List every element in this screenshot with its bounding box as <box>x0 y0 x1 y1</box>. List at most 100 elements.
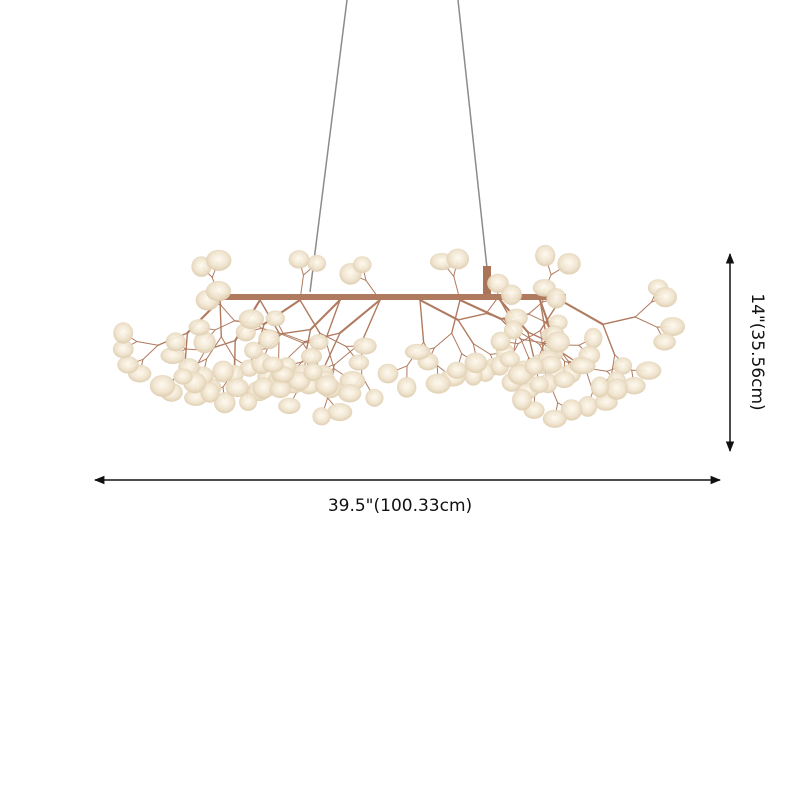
leaf-light <box>660 317 686 337</box>
leaf-light <box>309 334 329 351</box>
branch <box>281 328 312 335</box>
leaf-light <box>524 357 544 376</box>
branch <box>309 298 342 331</box>
branch <box>634 301 653 318</box>
height-dimension-label: 14"(35.56cm) <box>747 293 767 411</box>
leaf-light <box>487 273 509 293</box>
leaf-light <box>303 363 323 382</box>
leaf-light <box>512 388 532 411</box>
leaf-light <box>212 360 234 383</box>
leaf-light <box>606 378 628 400</box>
leaf-light <box>365 388 384 407</box>
branch <box>220 304 236 322</box>
branch <box>324 299 341 341</box>
leaf-light <box>117 356 139 374</box>
leaf-light <box>560 399 583 421</box>
branch <box>451 332 463 355</box>
branch <box>485 297 499 315</box>
leaf-light <box>546 288 567 309</box>
leaf-light <box>165 332 186 352</box>
branch <box>457 312 487 321</box>
leaf-light <box>338 384 362 403</box>
leaf-light <box>653 286 678 308</box>
leaf-light <box>112 340 134 359</box>
branch <box>472 343 491 355</box>
leaf-light <box>262 356 284 373</box>
leaf-light <box>348 354 370 371</box>
branch <box>458 298 502 320</box>
leaf-light <box>569 357 596 375</box>
leaf-light <box>490 331 511 352</box>
branch <box>433 332 453 349</box>
leaf-light <box>252 377 275 399</box>
canopy-connector <box>483 266 491 296</box>
leaf-light <box>353 337 377 355</box>
leaf-light <box>529 376 549 394</box>
leaf-light <box>160 347 186 364</box>
leaf-light <box>404 343 431 360</box>
leaf-light <box>269 380 292 399</box>
leaf-light <box>546 331 570 353</box>
branch <box>517 329 542 345</box>
branch <box>214 320 236 331</box>
branch <box>419 299 425 343</box>
leaf-light <box>307 254 327 272</box>
leaf-light <box>464 352 488 374</box>
leaf-light <box>622 376 646 395</box>
branch <box>322 332 341 370</box>
leaf-light <box>613 357 633 375</box>
branch <box>287 341 306 359</box>
leaf-light <box>239 392 258 411</box>
leaf-light <box>535 244 556 267</box>
branch <box>527 331 535 359</box>
leaf-light <box>397 376 417 398</box>
leaf-light <box>501 284 522 305</box>
branch <box>457 319 474 345</box>
leaf-light <box>244 341 263 360</box>
leaf-light <box>352 256 372 274</box>
branch <box>360 299 381 343</box>
leaf-light <box>193 331 216 354</box>
leaf-light <box>557 252 581 275</box>
leaf-light <box>653 333 676 351</box>
leaf-light <box>278 397 301 414</box>
leaf-light <box>188 319 211 336</box>
leaf-light <box>584 327 603 349</box>
suspension-wires <box>309 0 488 293</box>
leaf-light <box>238 309 265 329</box>
leaf-light <box>578 395 598 417</box>
leaf-light <box>200 381 220 403</box>
leaf-light <box>425 373 451 394</box>
chandelier-leaves <box>112 244 686 428</box>
branch <box>602 316 636 326</box>
branch <box>610 354 616 377</box>
leaf-light <box>206 249 232 271</box>
width-dimension-label: 39.5"(100.33cm) <box>327 496 473 516</box>
leaf-light <box>327 403 353 422</box>
branch <box>184 332 189 365</box>
leaf-light <box>113 322 134 344</box>
branch <box>142 344 159 360</box>
leaf-light <box>265 310 286 327</box>
branch <box>282 333 306 343</box>
leaf-light <box>635 361 662 380</box>
horizontal-bar <box>208 294 566 300</box>
leaf-light <box>446 361 467 379</box>
branch <box>319 332 347 347</box>
leaf-light <box>225 378 249 398</box>
leaf-light <box>300 347 323 365</box>
branch <box>299 299 321 334</box>
leaf-light <box>258 329 280 350</box>
branch <box>540 329 544 354</box>
leaf-light <box>312 407 331 426</box>
leaf-light <box>377 363 399 384</box>
leaf-light <box>213 392 236 414</box>
leaf-light <box>149 374 176 397</box>
wire-right <box>457 0 488 269</box>
branch <box>520 338 530 359</box>
branch <box>634 316 658 328</box>
leaf-light <box>205 280 231 302</box>
branch <box>602 323 616 356</box>
wire-left <box>309 0 348 293</box>
